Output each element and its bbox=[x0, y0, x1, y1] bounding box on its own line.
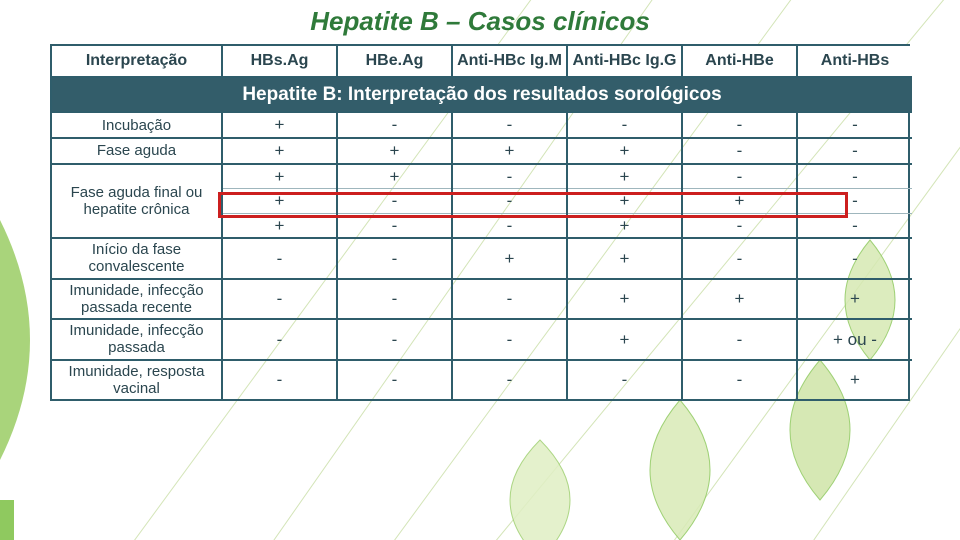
col-hbsag: HBs.Ag bbox=[222, 46, 337, 77]
cell: + bbox=[222, 138, 337, 164]
cell: - bbox=[682, 238, 797, 279]
cell: + bbox=[452, 238, 567, 279]
col-interpretacao: Interpretação bbox=[52, 46, 222, 77]
cell: - bbox=[797, 138, 912, 164]
table-header-row: Interpretação HBs.Ag HBe.Ag Anti-HBc Ig.… bbox=[52, 46, 912, 77]
cell: + bbox=[567, 164, 682, 189]
table-row: Fase aguda++++-- bbox=[52, 138, 912, 164]
cell: - bbox=[682, 319, 797, 360]
serology-table: Hepatite B: Interpretação dos resultados… bbox=[50, 44, 910, 401]
cell: + bbox=[567, 189, 682, 214]
cell: + bbox=[452, 138, 567, 164]
cell: + bbox=[222, 164, 337, 189]
cell: + bbox=[222, 189, 337, 214]
cell: - bbox=[567, 360, 682, 400]
cell: - bbox=[452, 319, 567, 360]
cell: + bbox=[797, 279, 912, 320]
cell: - bbox=[797, 213, 912, 238]
table-row: Imunidade, infecção passada---+-+ ou - bbox=[52, 319, 912, 360]
col-antihbc-igm: Anti-HBc Ig.M bbox=[452, 46, 567, 77]
cell: + bbox=[337, 138, 452, 164]
cell: - bbox=[682, 360, 797, 400]
row-label: Incubação bbox=[52, 112, 222, 138]
cell: - bbox=[337, 112, 452, 138]
cell: + bbox=[222, 213, 337, 238]
table-row: Incubação+----- bbox=[52, 112, 912, 138]
cell: + bbox=[567, 138, 682, 164]
cell: - bbox=[337, 213, 452, 238]
cell: - bbox=[797, 189, 912, 214]
cell: - bbox=[337, 189, 452, 214]
cell: + ou - bbox=[797, 319, 912, 360]
cell: + bbox=[222, 112, 337, 138]
cell: - bbox=[797, 164, 912, 189]
cell: - bbox=[222, 360, 337, 400]
cell: - bbox=[222, 319, 337, 360]
cell: + bbox=[567, 238, 682, 279]
cell: - bbox=[337, 319, 452, 360]
table-row: Imunidade, resposta vacinal-----+ bbox=[52, 360, 912, 400]
cell: - bbox=[337, 238, 452, 279]
col-antihbe: Anti-HBe bbox=[682, 46, 797, 77]
row-label: Fase aguda bbox=[52, 138, 222, 164]
table-row: Imunidade, infecção passada recente---++… bbox=[52, 279, 912, 320]
row-label: Imunidade, resposta vacinal bbox=[52, 360, 222, 400]
cell: - bbox=[452, 279, 567, 320]
table-row: Início da fase convalescente--++-- bbox=[52, 238, 912, 279]
cell: - bbox=[452, 112, 567, 138]
slide-title: Hepatite B – Casos clínicos bbox=[0, 6, 960, 37]
cell: + bbox=[337, 164, 452, 189]
cell: - bbox=[682, 213, 797, 238]
col-antihbs: Anti-HBs bbox=[797, 46, 912, 77]
row-label: Início da fase convalescente bbox=[52, 238, 222, 279]
cell: + bbox=[567, 319, 682, 360]
cell: + bbox=[682, 189, 797, 214]
cell: - bbox=[337, 279, 452, 320]
cell: + bbox=[797, 360, 912, 400]
cell: - bbox=[452, 213, 567, 238]
cell: - bbox=[452, 360, 567, 400]
cell: - bbox=[222, 279, 337, 320]
cell: - bbox=[797, 238, 912, 279]
cell: - bbox=[222, 238, 337, 279]
cell: - bbox=[797, 112, 912, 138]
row-label: Imunidade, infecção passada recente bbox=[52, 279, 222, 320]
cell: - bbox=[452, 164, 567, 189]
col-antihbc-igg: Anti-HBc Ig.G bbox=[567, 46, 682, 77]
cell: - bbox=[452, 189, 567, 214]
col-hbeag: HBe.Ag bbox=[337, 46, 452, 77]
cell: - bbox=[567, 112, 682, 138]
cell: + bbox=[567, 279, 682, 320]
cell: - bbox=[682, 164, 797, 189]
cell: + bbox=[567, 213, 682, 238]
table-row: Fase aguda final ou hepatite crônica++-+… bbox=[52, 164, 912, 189]
cell: - bbox=[682, 112, 797, 138]
cell: - bbox=[337, 360, 452, 400]
row-label: Fase aguda final ou hepatite crônica bbox=[52, 164, 222, 239]
cell: + bbox=[682, 279, 797, 320]
table-banner: Hepatite B: Interpretação dos resultados… bbox=[52, 77, 912, 113]
cell: - bbox=[682, 138, 797, 164]
row-label: Imunidade, infecção passada bbox=[52, 319, 222, 360]
